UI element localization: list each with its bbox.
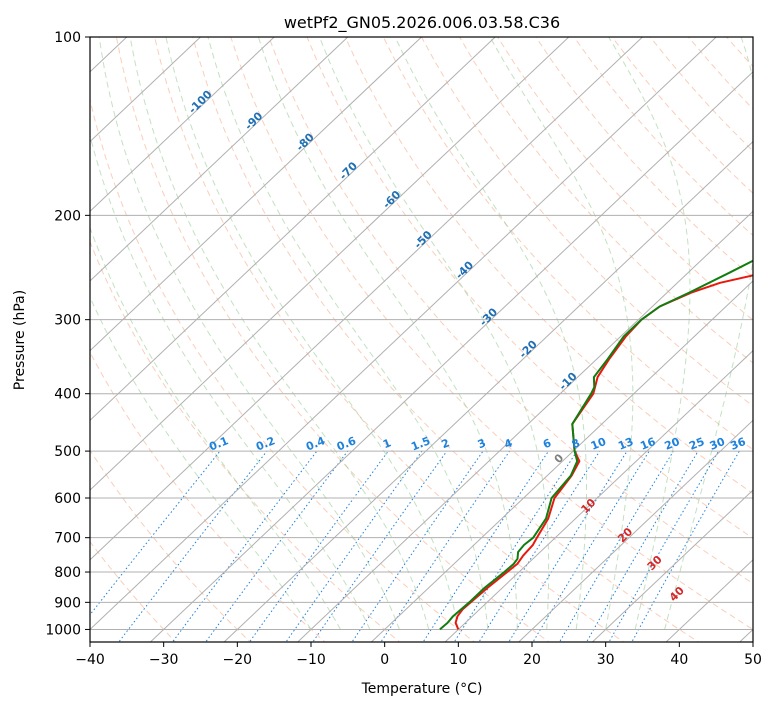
chart-title: wetPf2_GN05.2026.006.03.58.C36 [284, 13, 560, 33]
x-tick-label: −20 [223, 652, 253, 668]
y-axis-label: Pressure (hPa) [12, 290, 28, 390]
y-tick-label: 900 [54, 595, 81, 611]
x-axis-label: Temperature (°C) [361, 681, 483, 697]
y-tick-label: 800 [54, 565, 81, 581]
x-tick-label: 30 [597, 652, 615, 668]
x-tick-label: 10 [449, 652, 467, 668]
x-tick-label: −30 [149, 652, 179, 668]
y-tick-label: 500 [54, 444, 81, 460]
y-tick-label: 400 [54, 387, 81, 403]
x-tick-label: 20 [523, 652, 541, 668]
x-tick-label: 0 [380, 652, 389, 668]
x-tick-label: 40 [670, 652, 688, 668]
y-tick-label: 200 [54, 208, 81, 224]
y-tick-label: 1000 [45, 622, 81, 638]
x-tick-label: −10 [296, 652, 326, 668]
x-tick-label: 50 [744, 652, 762, 668]
x-tick-label: −40 [75, 652, 105, 668]
y-tick-label: 300 [54, 313, 81, 329]
y-tick-label: 100 [54, 30, 81, 46]
y-tick-label: 600 [54, 491, 81, 507]
y-tick-label: 700 [54, 531, 81, 547]
